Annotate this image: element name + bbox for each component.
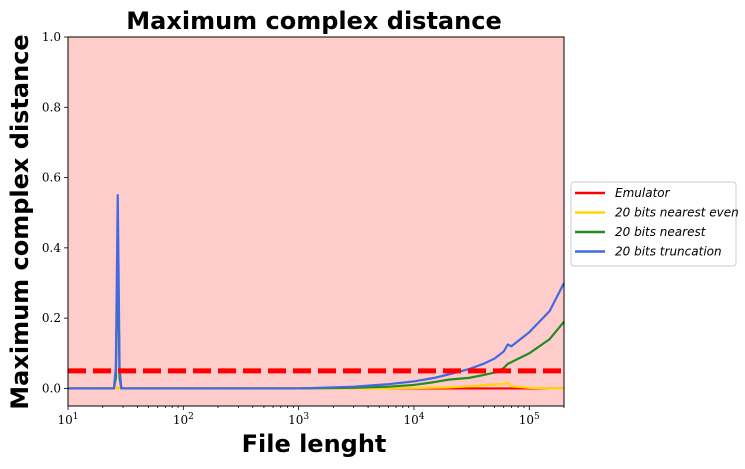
x-axis-label: File lenght: [242, 430, 387, 458]
x-tick-exponent: 2: [188, 412, 194, 422]
series-line-1: [68, 381, 564, 390]
y-tick-label: 1.0: [42, 30, 61, 44]
legend-label: 20 bits nearest even: [615, 206, 739, 220]
x-axis: 101 102 103 104 105: [57, 406, 565, 427]
y-axis: 0.0 0.2 0.4 0.6 0.8 1.0: [42, 30, 68, 395]
legend: Emulator 20 bits nearest even 20 bits near…: [570, 181, 739, 267]
y-tick-label: 0.8: [42, 100, 61, 114]
x-tick-exponent: 4: [419, 412, 425, 422]
x-tick-label: 102: [173, 412, 194, 427]
plot-background: [68, 37, 564, 406]
chart-title: Maximum complex distance: [126, 7, 501, 35]
x-tick-exponent: 5: [534, 412, 540, 422]
x-tick-exponent: 3: [303, 412, 309, 422]
y-axis-label: Maximum complex distance: [6, 34, 34, 409]
x-tick-label: 104: [403, 412, 424, 427]
x-tick-exponent: 1: [73, 412, 79, 422]
legend-box: [570, 181, 737, 267]
legend-label: Emulator: [615, 186, 671, 200]
y-tick-label: 0.4: [42, 241, 61, 255]
x-tick-label: 105: [519, 412, 540, 427]
series-layer: [68, 194, 565, 390]
plot-frame: [67, 36, 565, 407]
y-tick-label: 0.0: [42, 381, 61, 395]
x-tick-label: 101: [57, 412, 78, 427]
legend-label: 20 bits nearest: [615, 225, 707, 239]
y-tick-label: 0.2: [42, 311, 61, 325]
legend-label: 20 bits truncation: [615, 245, 722, 259]
y-tick-label: 0.6: [42, 171, 61, 185]
series-line-3: [68, 194, 565, 390]
x-tick-label: 103: [288, 412, 309, 427]
